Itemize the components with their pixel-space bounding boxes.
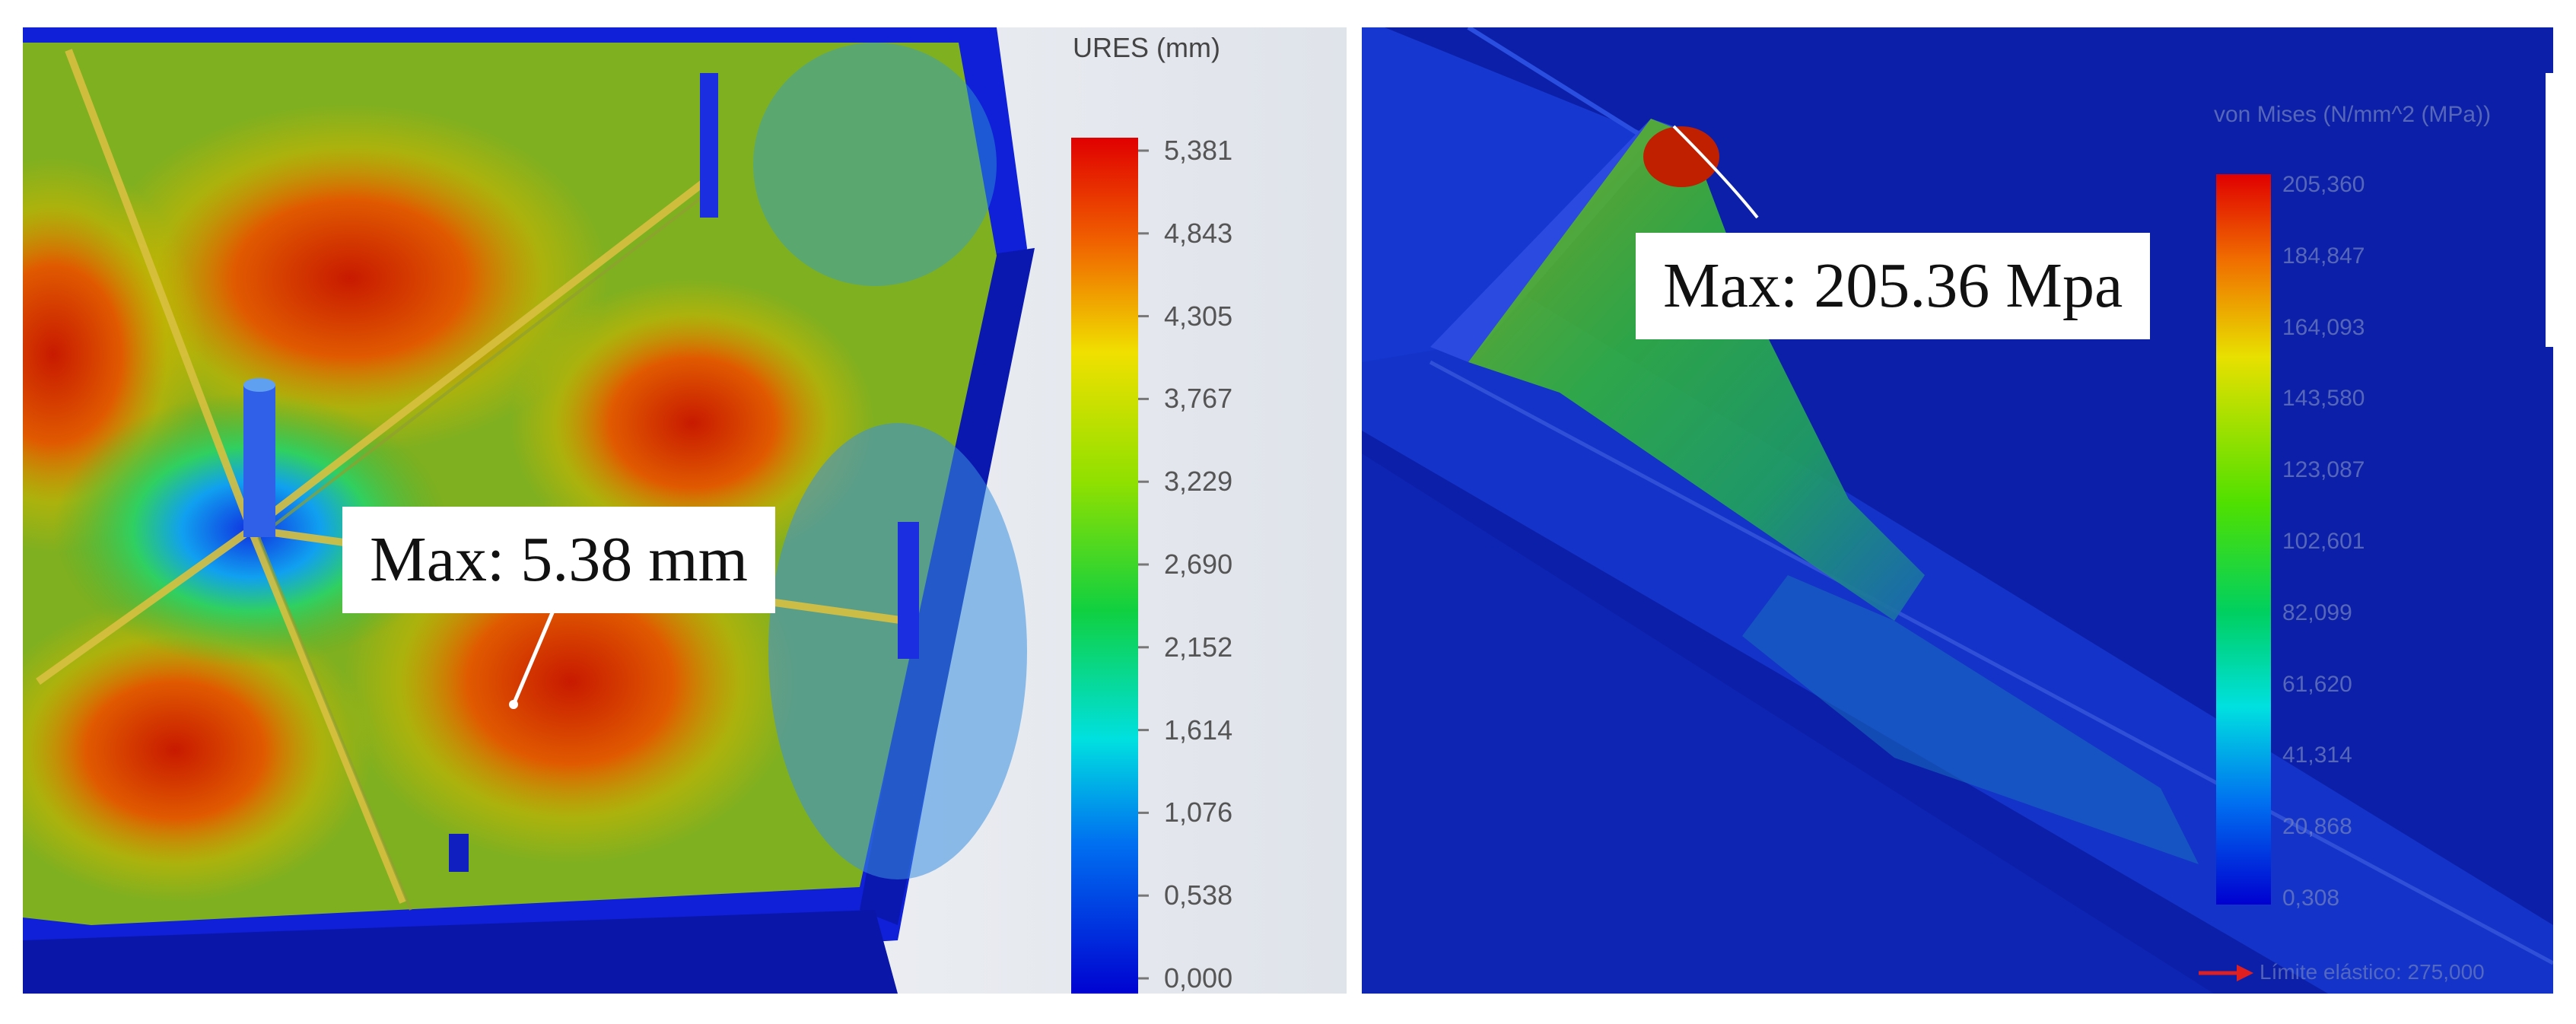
- wall-rib: [898, 522, 919, 659]
- legend-tick-label: 0,538: [1164, 879, 1233, 911]
- legend-tick-label: 164,093: [2282, 314, 2365, 340]
- legend-tick-label: 5,381: [1164, 135, 1233, 166]
- plate-edge: [1467, 27, 1652, 144]
- legend-tick-label: 4,305: [1164, 300, 1233, 332]
- legend-title: URES (mm): [1073, 32, 1220, 63]
- legend-tick-label: 2,690: [1164, 549, 1233, 580]
- tank-wall-front: [23, 910, 898, 994]
- max-stress-spot: [1643, 126, 1719, 187]
- legend-tick-label: 123,087: [2282, 457, 2365, 483]
- legend-tick-label: 20,868: [2282, 814, 2352, 840]
- legend-tick-label: 184,847: [2282, 243, 2365, 269]
- gusset-plate: [1468, 119, 1925, 621]
- wall-rib: [700, 73, 718, 218]
- wall-notch: [449, 834, 469, 872]
- max-displacement-callout: Max: 5.38 mm: [342, 507, 775, 613]
- legend-tick-label: 41,314: [2282, 743, 2352, 768]
- legend-tick-label: 143,580: [2282, 386, 2365, 412]
- edge-low-region: [753, 43, 997, 286]
- stress-plot-panel: von Mises (N/mm^2 (MPa)) 205,360 184,847 1…: [1362, 27, 2553, 994]
- callout-pointer: [511, 605, 558, 705]
- legend-tick-label: 1,076: [1164, 797, 1233, 828]
- yield-arrow-head: [2237, 965, 2253, 981]
- legend-tick-marks: [1138, 149, 1149, 980]
- legend-tick-label: 3,767: [1164, 383, 1233, 415]
- hot-region: [91, 103, 609, 453]
- stress-contour-image: [1362, 27, 2553, 994]
- displacement-plot-panel: URES (mm) 5,381 4,843 4,305 3,767 3,229 2,690…: [23, 27, 1347, 994]
- legend-tick-label: 205,360: [2282, 172, 2365, 197]
- legend-tick-label: 3,229: [1164, 466, 1233, 498]
- legend-tick-label: 0,000: [1164, 962, 1233, 994]
- central-post: [243, 385, 275, 537]
- legend-tick-label: 2,152: [1164, 631, 1233, 663]
- hot-region: [510, 278, 875, 568]
- legend-color-bar: [2216, 174, 2271, 905]
- legend-tick-label: 1,614: [1164, 714, 1233, 746]
- upper-plate: [1362, 27, 1666, 362]
- panel-edge: [2546, 73, 2553, 347]
- legend-tick-label: 0,308: [2282, 886, 2340, 911]
- yield-limit-label: Límite elástico: 275,000: [2260, 960, 2485, 984]
- beam-lower-face: [1362, 332, 2214, 994]
- stress-tail: [1742, 575, 2199, 864]
- legend-title: von Mises (N/mm^2 (MPa)): [2214, 102, 2492, 127]
- legend-tick-label: 102,601: [2282, 529, 2365, 554]
- max-stress-callout: Max: 205.36 Mpa: [1636, 233, 2151, 339]
- beam-edge: [1429, 360, 2553, 965]
- callout-pointer: [1672, 125, 1759, 219]
- rib-shadows: [257, 186, 717, 911]
- legend-tick-label: 4,843: [1164, 217, 1233, 249]
- callout-point: [509, 700, 518, 709]
- legend-tick-label: 82,099: [2282, 599, 2352, 625]
- legend-color-bar: [1071, 138, 1138, 994]
- central-post-top: [243, 378, 275, 392]
- hot-region: [23, 598, 373, 902]
- legend-tick-label: 61,620: [2282, 671, 2352, 697]
